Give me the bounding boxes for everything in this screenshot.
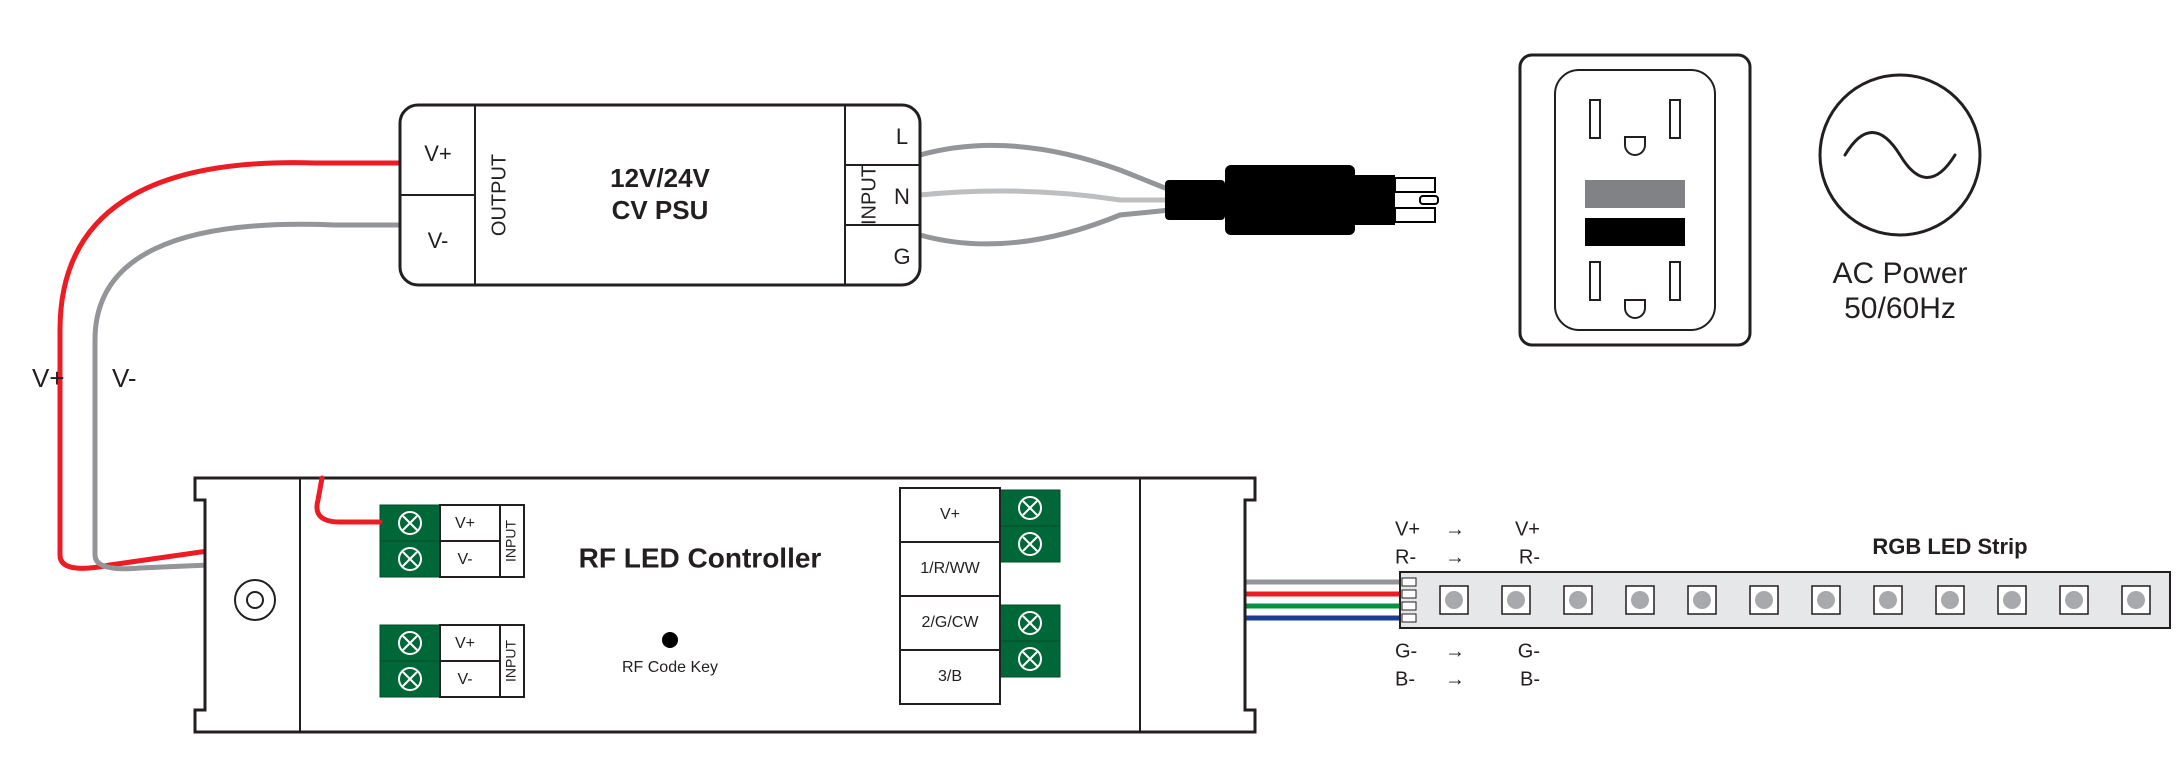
ac-freq: 50/60Hz bbox=[1844, 292, 1956, 325]
ctrl-in1-label: INPUT bbox=[503, 520, 519, 562]
ctrl-in2-vplus: V+ bbox=[455, 635, 475, 652]
rf-code-key-dot bbox=[662, 632, 678, 648]
ac-sine-icon bbox=[1845, 133, 1955, 178]
psu-L: L bbox=[896, 124, 908, 149]
ctrl-in1-vplus: V+ bbox=[455, 515, 475, 532]
label-wire-vminus: V- bbox=[112, 363, 137, 393]
ctrl-out-3: 3/B bbox=[938, 668, 962, 685]
ctrl-out-2: 2/G/CW bbox=[922, 614, 980, 631]
map-vplus-b: V+ bbox=[1515, 518, 1540, 540]
rf-code-key-label: RF Code Key bbox=[622, 659, 718, 676]
strip-title: RGB LED Strip bbox=[1872, 534, 2027, 559]
map-vplus-a: V+ bbox=[1395, 518, 1420, 540]
map-r-b: R- bbox=[1519, 546, 1540, 568]
ctrl-in2-label: INPUT bbox=[503, 640, 519, 682]
psu-G: G bbox=[893, 244, 910, 269]
psu-N: N bbox=[894, 184, 910, 209]
psu-input-label: INPUT bbox=[858, 165, 880, 225]
wire-N bbox=[920, 191, 1170, 200]
psu-title-2: CV PSU bbox=[612, 195, 709, 225]
ctrl-in2-vminus: V- bbox=[457, 671, 472, 688]
map-b-b: B- bbox=[1520, 668, 1540, 690]
map-arrow-2: → bbox=[1445, 546, 1465, 568]
map-arrow-3: → bbox=[1445, 640, 1465, 662]
wire-G bbox=[920, 210, 1170, 244]
wiring-diagram: V+ V- OUTPUT INPUT V+ V- L N G 12V/24VCV PSU AC Po… bbox=[0, 0, 2181, 757]
wire-L bbox=[920, 145, 1170, 190]
psu-output-label: OUTPUT bbox=[488, 154, 510, 236]
ctrl-out-1: 1/R/WW bbox=[920, 560, 980, 577]
ctrl-in1-vminus: V- bbox=[457, 551, 472, 568]
map-arrow-1: → bbox=[1445, 518, 1465, 540]
map-b-a: B- bbox=[1395, 668, 1415, 690]
map-g-b: G- bbox=[1518, 640, 1540, 662]
controller-title: RF LED Controller bbox=[579, 542, 822, 573]
psu-title-1: 12V/24V bbox=[610, 163, 710, 193]
map-g-a: G- bbox=[1395, 640, 1417, 662]
map-arrow-4: → bbox=[1445, 668, 1465, 690]
ac-title: AC Power bbox=[1832, 257, 1967, 290]
psu-vminus: V- bbox=[428, 228, 449, 253]
ctrl-out-0: V+ bbox=[940, 506, 960, 523]
map-r-a: R- bbox=[1395, 546, 1416, 568]
psu-vplus: V+ bbox=[424, 141, 452, 166]
label-wire-vplus: V+ bbox=[32, 363, 65, 393]
